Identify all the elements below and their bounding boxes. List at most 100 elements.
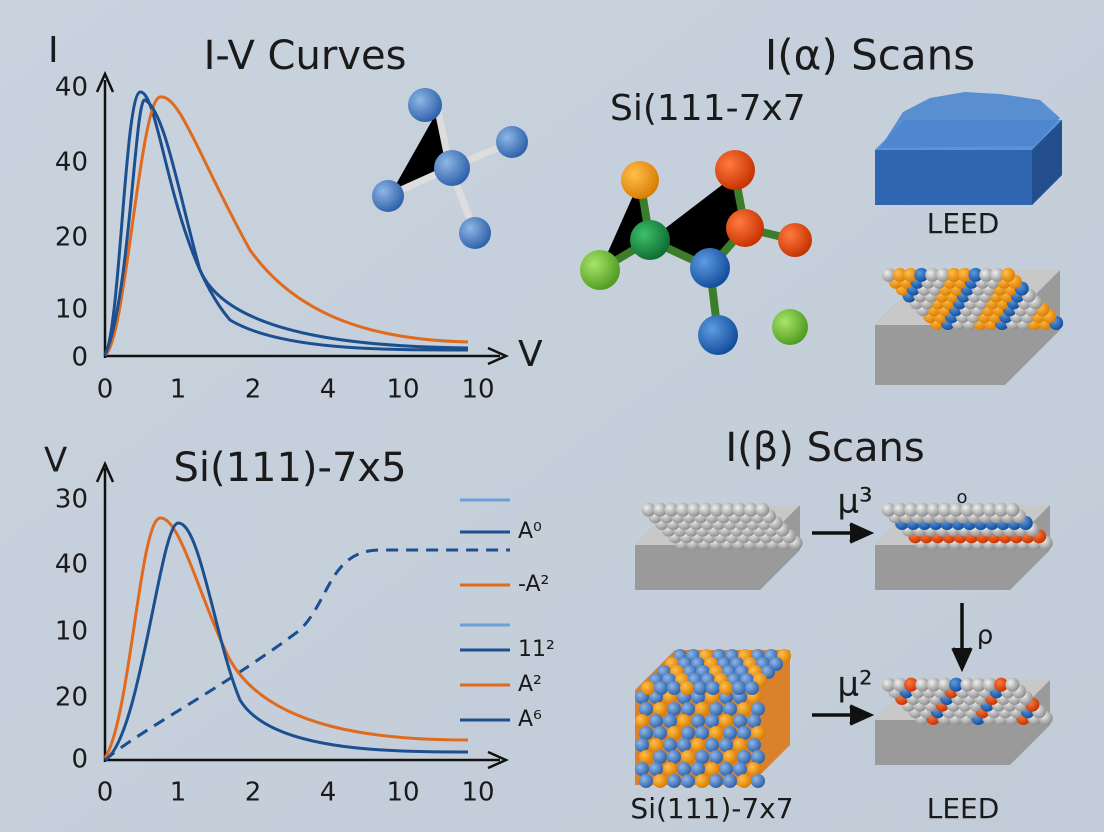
y-tick-label: 10 [55, 617, 88, 647]
atom [968, 267, 983, 282]
atom [994, 502, 1009, 517]
atom [745, 681, 759, 695]
atom [690, 248, 730, 288]
atom-cube [635, 649, 791, 788]
atom [949, 502, 964, 517]
atom [726, 209, 764, 247]
atom [705, 762, 719, 776]
y-tick-label: 20 [55, 683, 88, 713]
x-axis [105, 346, 510, 366]
atom [654, 681, 668, 695]
atom [667, 702, 681, 716]
atom [737, 726, 751, 740]
atom [663, 762, 677, 776]
curve [104, 521, 469, 762]
atom [733, 738, 747, 752]
atom [1001, 267, 1016, 282]
arrow-label: μ² [837, 665, 872, 705]
x-axis-label: V [518, 334, 543, 375]
atom [881, 502, 896, 517]
curve [103, 98, 469, 356]
atom [772, 309, 808, 345]
atom [747, 738, 761, 752]
atom [677, 762, 691, 776]
image-label: LEED [927, 792, 1000, 825]
atom [946, 267, 961, 282]
atom [580, 250, 620, 290]
atom [641, 681, 655, 695]
atom-slab [875, 267, 1064, 385]
atom [459, 217, 491, 249]
atom [926, 677, 941, 692]
x-axis [105, 750, 510, 770]
y-tick-label: 20 [55, 223, 88, 253]
atom [663, 738, 677, 752]
atom [719, 714, 733, 728]
atom [695, 726, 709, 740]
atom [723, 750, 737, 764]
alpha-scans-panel: I(α) Scans Si(111-7x7 [372, 31, 1064, 385]
leed-surface [875, 92, 1062, 205]
panel-subtitle: Si(111-7x7 [610, 88, 806, 129]
atom [881, 677, 896, 692]
x-tick-label: 10 [386, 375, 419, 405]
atom [408, 88, 442, 122]
atom [653, 502, 668, 517]
curve [103, 90, 469, 356]
iv-curves-panel: I-V Curves I V 40 40 20 10 00 1 2 4 10 10 [48, 30, 543, 405]
atom [664, 502, 679, 517]
slabs [635, 502, 1053, 788]
atom [709, 774, 723, 788]
atom [892, 267, 907, 282]
atom [747, 762, 761, 776]
atom [957, 267, 972, 282]
atom [994, 677, 1009, 692]
atom [778, 223, 812, 257]
y-axis [95, 460, 115, 762]
atom [732, 681, 746, 695]
atom [960, 677, 975, 692]
atom [755, 502, 770, 517]
legend-label: A⁰ [518, 519, 542, 544]
y-tick-label: 0 [71, 343, 88, 373]
atom [677, 738, 691, 752]
atom [641, 502, 656, 517]
atom [903, 267, 918, 282]
molecule [580, 150, 812, 355]
x-tick-label: 4 [320, 375, 337, 405]
atom [733, 714, 747, 728]
x-tick-label: 10 [461, 375, 494, 405]
arrow [951, 603, 973, 673]
x-tick-label: 10 [461, 778, 494, 808]
legend-label: A⁶ [518, 707, 542, 732]
y-tick-label: 40 [55, 550, 88, 580]
atom [719, 762, 733, 776]
y-tick-label: 40 [55, 148, 88, 178]
small-label: o [956, 487, 967, 508]
roughness [880, 92, 1060, 148]
panel-title: I(β) Scans [725, 425, 924, 471]
atom [649, 762, 663, 776]
atom [747, 714, 761, 728]
atom [680, 681, 694, 695]
arrow [812, 704, 875, 726]
atom [937, 677, 952, 692]
y-tick-label: 40 [55, 73, 88, 103]
atom [695, 774, 709, 788]
atom [681, 750, 695, 764]
atom [732, 502, 747, 517]
x-tick-label: 1 [170, 778, 187, 808]
atom [982, 502, 997, 517]
atom [709, 750, 723, 764]
y-axis [95, 70, 115, 358]
atom [681, 702, 695, 716]
atom [751, 726, 765, 740]
beta-scans-panel: I(β) Scans o μ³ ρ μ² Si(111)-7x7 LEED [630, 425, 1053, 825]
y-tick-label: 10 [55, 295, 88, 325]
atom [653, 702, 667, 716]
x-tick-label: 4 [320, 778, 337, 808]
atom [695, 750, 709, 764]
arrow-label: ρ [977, 621, 994, 651]
